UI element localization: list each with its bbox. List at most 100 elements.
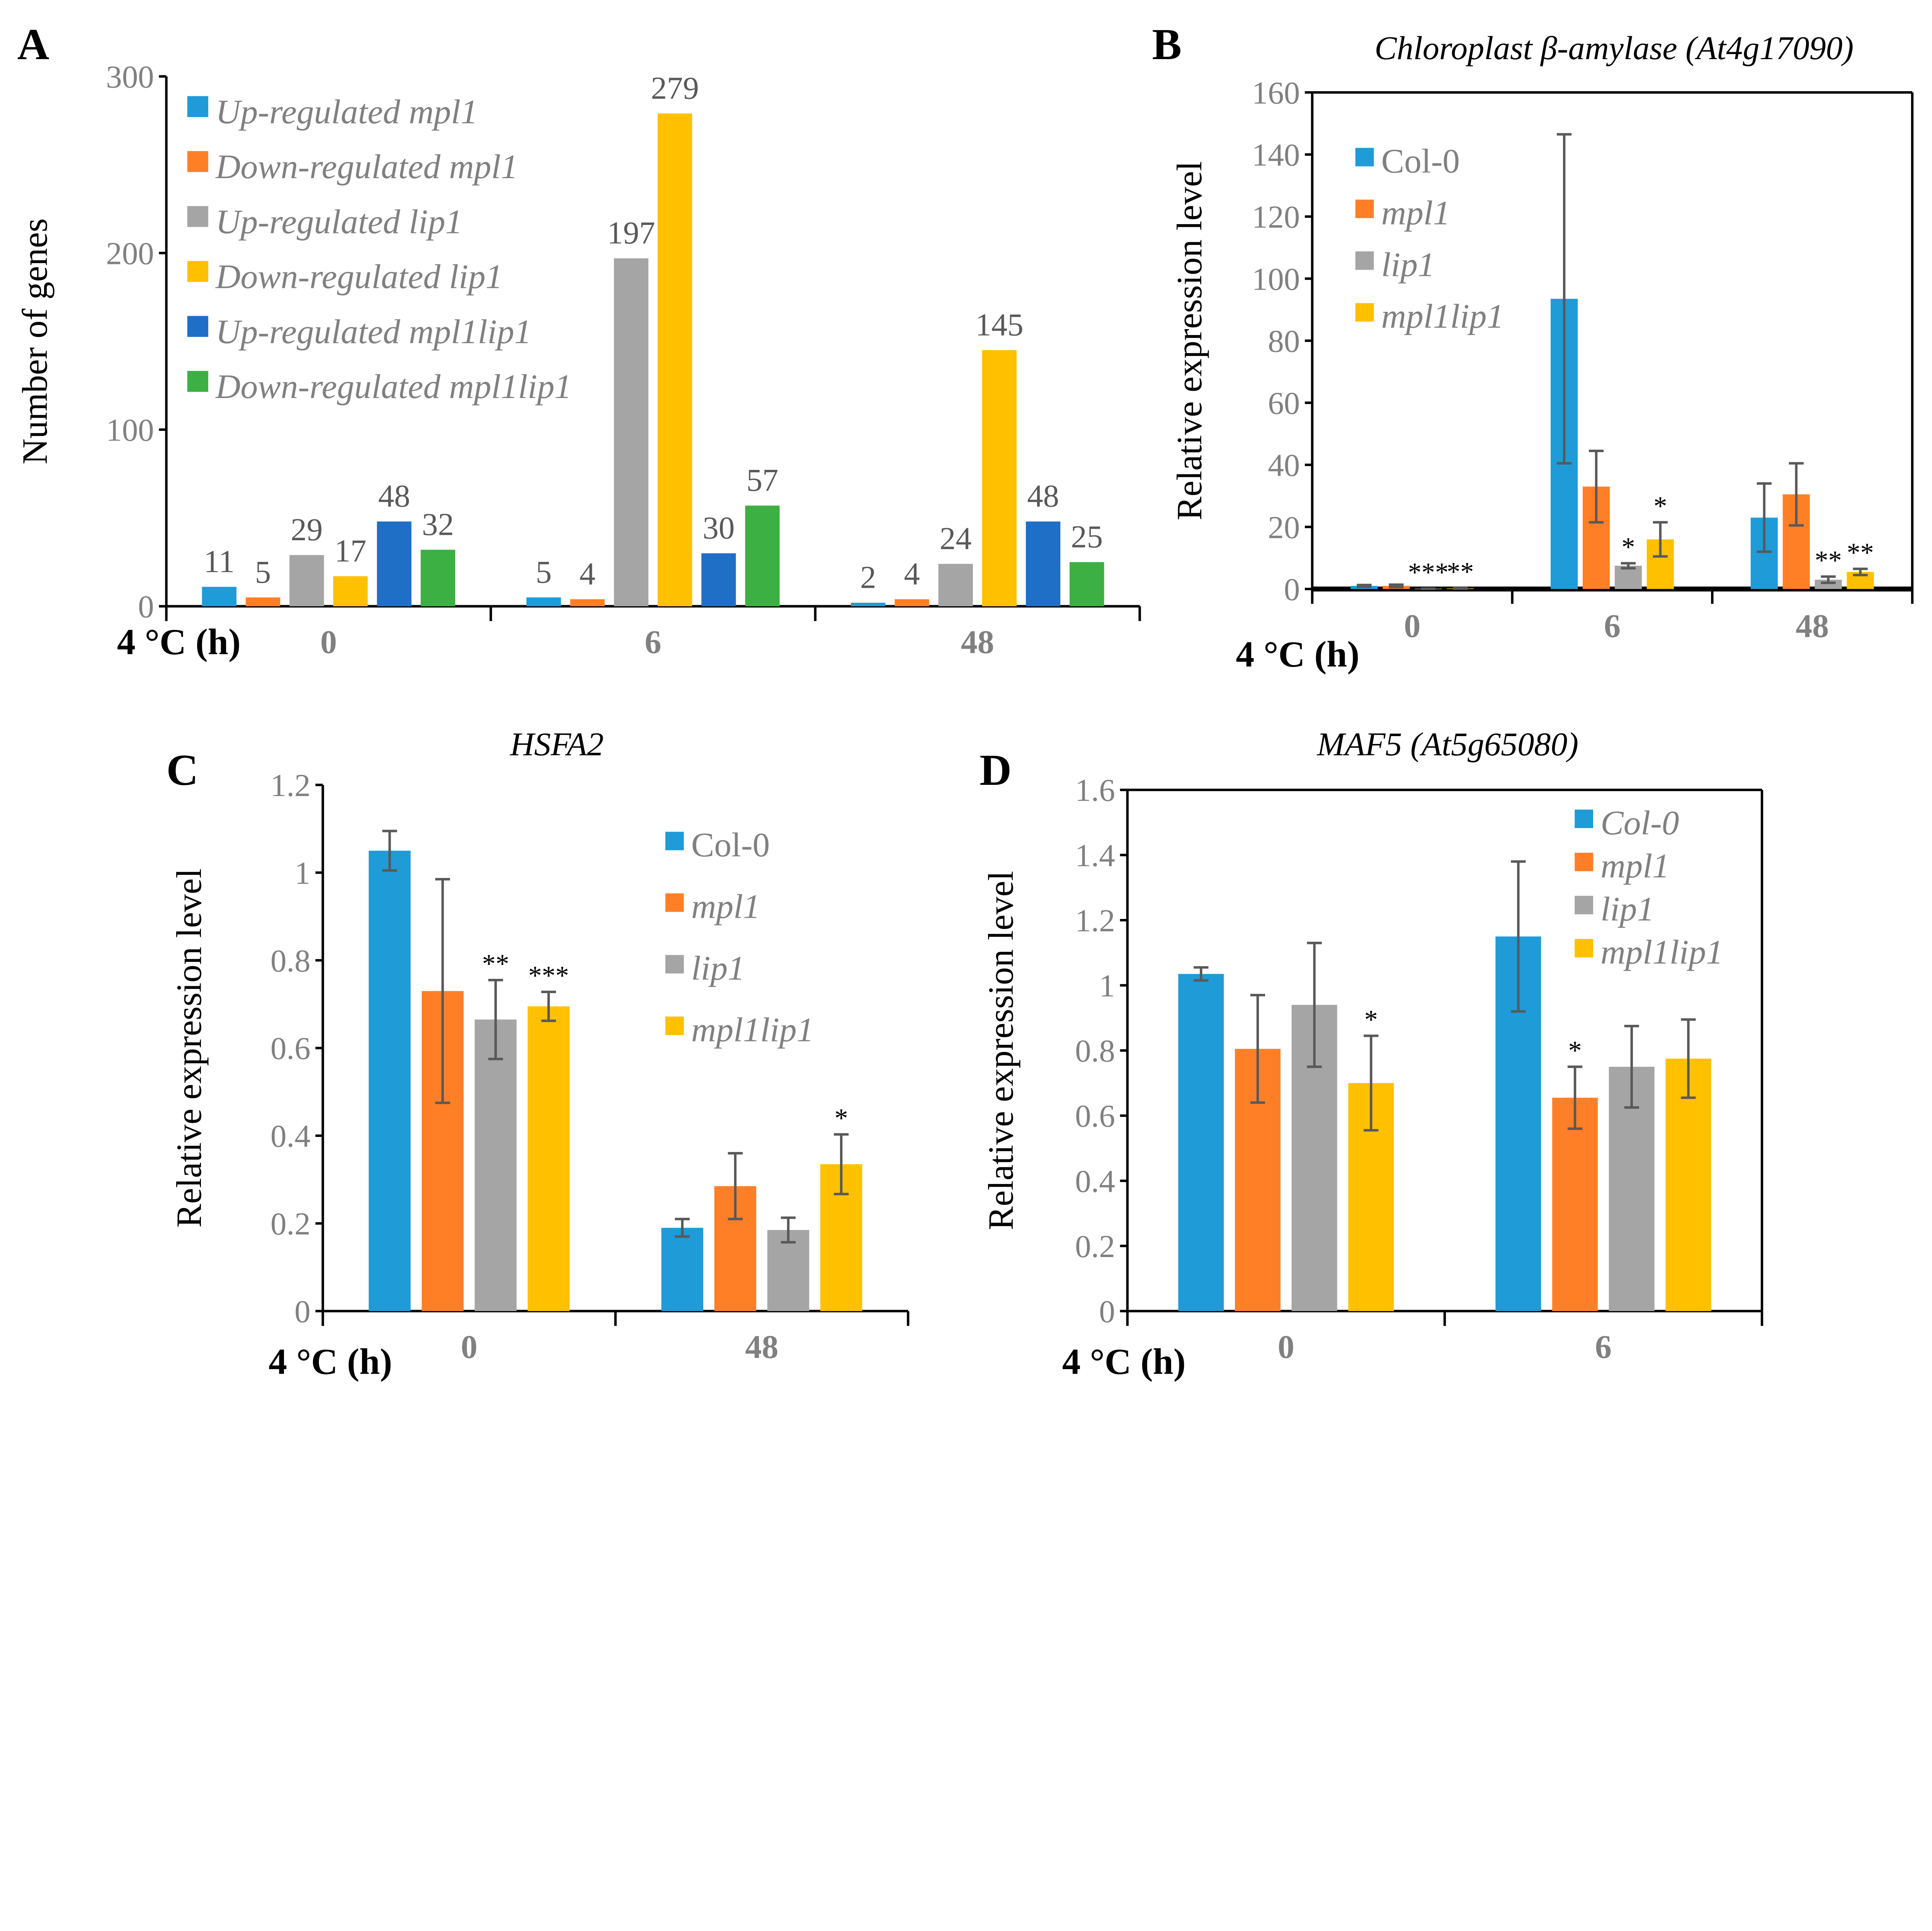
bar bbox=[289, 555, 324, 606]
y-tick-label: 100 bbox=[106, 412, 154, 448]
panel-label: C bbox=[166, 745, 198, 795]
panel-b: B Chloroplast β-amylase (At4g17090) Relati… bbox=[1152, 20, 1914, 675]
significance-marker: * bbox=[1364, 1004, 1378, 1034]
bar bbox=[570, 599, 605, 606]
legend-swatch bbox=[1355, 251, 1374, 270]
y-tick-label: 0 bbox=[1284, 572, 1300, 607]
significance-marker: * bbox=[835, 1103, 848, 1133]
y-tick-label: 1 bbox=[294, 855, 310, 891]
data-label: 4 bbox=[904, 556, 920, 591]
legend-entry: lip1 bbox=[691, 949, 745, 987]
bar bbox=[658, 113, 692, 606]
y-tick-label: 140 bbox=[1252, 137, 1300, 172]
legend-swatch bbox=[1575, 810, 1594, 828]
legend-entry: Down-regulated mpl1lip1 bbox=[215, 367, 572, 406]
legend-swatch bbox=[1355, 199, 1374, 218]
legend-swatch bbox=[1575, 852, 1594, 871]
bar bbox=[1070, 562, 1104, 606]
x-tick-label: 0 bbox=[320, 623, 337, 660]
y-tick-label: 160 bbox=[1252, 75, 1300, 111]
y-tick-label: 0.8 bbox=[270, 943, 311, 978]
significance-marker: * bbox=[1568, 1035, 1582, 1065]
x-tick-label: 48 bbox=[745, 1328, 778, 1365]
panel-label: A bbox=[17, 20, 49, 69]
bar bbox=[895, 599, 929, 606]
bar bbox=[526, 597, 561, 606]
legend-entry: lip1 bbox=[1381, 245, 1435, 284]
panel-c: C HSFA2 Relative expression level 4 °C (h) 0… bbox=[166, 726, 910, 1382]
y-tick-label: 300 bbox=[106, 59, 154, 94]
data-label: 5 bbox=[536, 554, 551, 590]
legend-entry: mpl1lip1 bbox=[1600, 933, 1723, 971]
legend-entry: mpl1lip1 bbox=[691, 1011, 814, 1049]
x-tick-label: 48 bbox=[1796, 607, 1829, 645]
bar bbox=[1026, 521, 1061, 606]
x-axis-title: 4 °C (h) bbox=[1062, 1341, 1186, 1382]
legend-entry: Up-regulated lip1 bbox=[216, 202, 463, 241]
significance-marker: ** bbox=[1447, 557, 1474, 587]
data-label: 5 bbox=[255, 554, 271, 590]
x-tick-label: 0 bbox=[1278, 1328, 1294, 1365]
legend-entry: mpl1 bbox=[1381, 194, 1451, 232]
significance-marker: ** bbox=[1847, 538, 1874, 568]
data-label: 30 bbox=[702, 510, 735, 545]
data-label: 11 bbox=[204, 543, 235, 579]
y-tick-label: 100 bbox=[1252, 261, 1300, 297]
y-tick-label: 80 bbox=[1268, 323, 1300, 359]
bar bbox=[767, 1230, 810, 1311]
legend-entry: Col-0 bbox=[691, 826, 770, 864]
y-tick-label: 0.2 bbox=[270, 1206, 311, 1242]
x-tick-label: 48 bbox=[961, 623, 994, 660]
significance-marker: ** bbox=[1815, 545, 1842, 575]
y-tick-label: 0.2 bbox=[1075, 1228, 1115, 1264]
bar bbox=[333, 576, 368, 606]
legend-swatch bbox=[187, 316, 208, 337]
legend-entry: Down-regulated mpl1 bbox=[215, 148, 518, 186]
legend-swatch bbox=[1355, 148, 1374, 167]
significance-marker: *** bbox=[1408, 557, 1449, 587]
bar bbox=[701, 553, 736, 606]
y-axis-label: Relative expression level bbox=[170, 868, 209, 1228]
x-tick-label: 6 bbox=[1604, 607, 1621, 645]
legend-swatch bbox=[187, 261, 208, 282]
bar bbox=[1614, 565, 1642, 589]
legend-entry: Col-0 bbox=[1600, 804, 1679, 842]
legend-entry: lip1 bbox=[1600, 890, 1654, 928]
panel-label: B bbox=[1152, 20, 1182, 69]
bar bbox=[420, 550, 455, 606]
x-tick-label: 6 bbox=[1595, 1328, 1612, 1365]
legend-swatch bbox=[665, 832, 684, 851]
legend-entry: Col-0 bbox=[1381, 142, 1460, 180]
y-tick-label: 0.4 bbox=[1075, 1163, 1115, 1199]
bar bbox=[938, 564, 973, 606]
bar bbox=[377, 521, 412, 606]
bar bbox=[245, 597, 281, 606]
y-axis-label: Relative expression level bbox=[1170, 161, 1209, 521]
y-tick-label: 0.4 bbox=[270, 1118, 311, 1154]
y-tick-label: 0 bbox=[1099, 1294, 1115, 1329]
legend-swatch bbox=[665, 1016, 684, 1035]
data-label: 48 bbox=[378, 478, 410, 514]
legend-entry: Up-regulated mpl1 bbox=[216, 93, 478, 131]
significance-marker: * bbox=[1621, 532, 1635, 562]
x-tick-label: 0 bbox=[1404, 607, 1420, 645]
legend-swatch bbox=[665, 893, 684, 912]
y-tick-label: 1.4 bbox=[1075, 837, 1115, 873]
significance-marker: * bbox=[1653, 491, 1667, 521]
chart-title: Chloroplast β-amylase (At4g17090) bbox=[1374, 29, 1854, 66]
data-label: 25 bbox=[1071, 519, 1103, 554]
y-tick-label: 0 bbox=[138, 589, 154, 624]
legend-swatch bbox=[187, 371, 208, 392]
data-label: 57 bbox=[747, 462, 779, 498]
panel-label: D bbox=[980, 745, 1012, 795]
y-axis-label: Relative expression level bbox=[981, 871, 1021, 1230]
bar bbox=[369, 851, 411, 1311]
legend-swatch bbox=[1575, 939, 1594, 958]
data-label: 24 bbox=[940, 521, 972, 556]
y-tick-label: 200 bbox=[106, 235, 154, 271]
y-tick-label: 0.6 bbox=[1075, 1098, 1115, 1134]
data-label: 4 bbox=[580, 556, 595, 591]
data-label: 145 bbox=[975, 307, 1023, 342]
legend-swatch bbox=[187, 151, 208, 172]
bar bbox=[1552, 1097, 1598, 1311]
